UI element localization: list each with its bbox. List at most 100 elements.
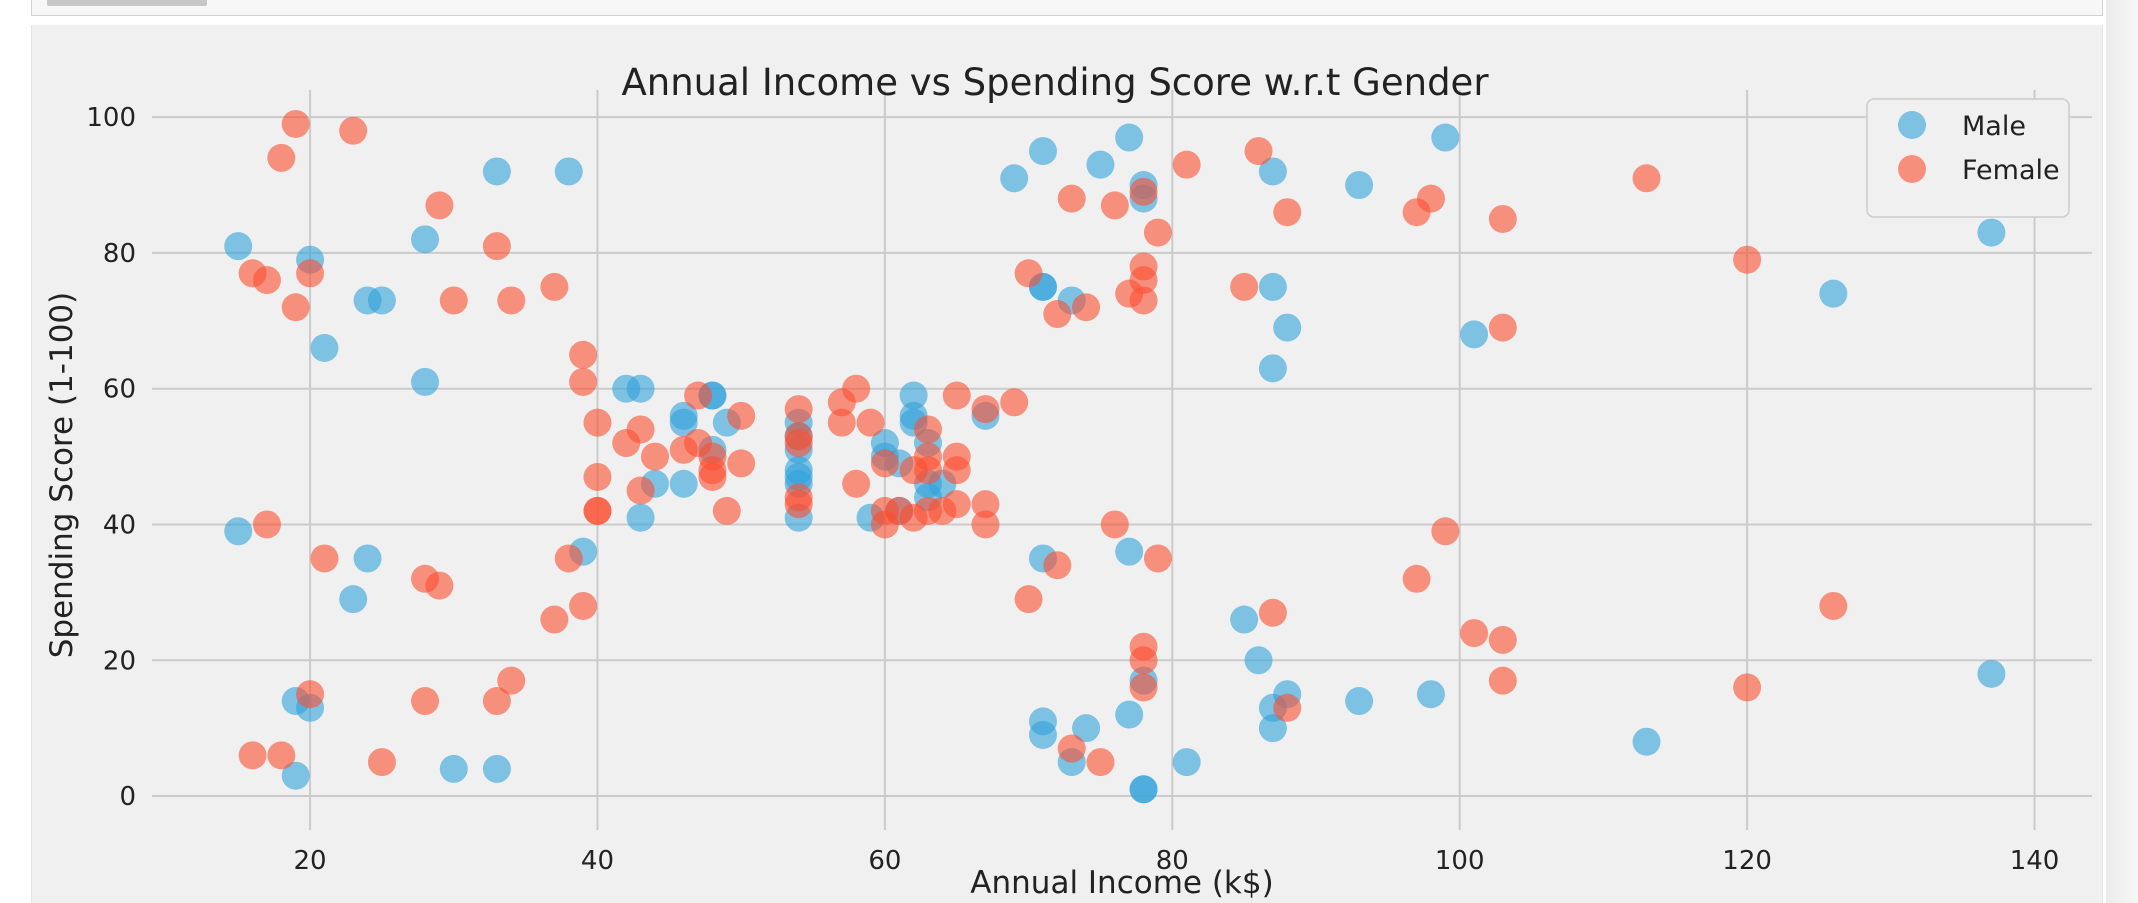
point-male <box>899 381 928 410</box>
point-female <box>1488 625 1517 654</box>
legend[interactable]: Male Female <box>1866 98 2070 218</box>
point-male <box>1129 775 1158 804</box>
y-tick-label: 100 <box>86 103 136 133</box>
point-male <box>353 544 382 573</box>
point-male <box>439 754 468 783</box>
point-male <box>1000 164 1029 193</box>
chart-title: Annual Income vs Spending Score w.r.t Ge… <box>621 61 1489 104</box>
point-female <box>1488 204 1517 233</box>
point-female <box>1273 693 1302 722</box>
point-female <box>238 741 267 770</box>
point-male <box>1977 218 2006 247</box>
point-female <box>252 266 281 295</box>
point-female <box>339 116 368 145</box>
y-tick-label: 60 <box>103 375 136 405</box>
point-male <box>224 232 253 261</box>
point-female <box>727 449 756 478</box>
point-female <box>914 456 942 485</box>
point-male <box>411 367 440 396</box>
point-female <box>583 496 612 525</box>
point-female <box>1172 150 1201 179</box>
point-female <box>1129 286 1158 315</box>
point-female <box>1000 388 1029 417</box>
point-female <box>367 748 396 777</box>
x-tick-label: 60 <box>868 846 901 876</box>
point-female <box>727 401 756 430</box>
point-female <box>411 687 440 716</box>
point-female <box>1014 259 1043 288</box>
point-male <box>310 333 339 362</box>
point-female <box>310 544 339 573</box>
point-female <box>425 191 454 220</box>
point-female <box>971 510 1000 539</box>
x-axis-label: Annual Income (k$) <box>970 865 1273 901</box>
point-female <box>784 483 813 512</box>
point-female <box>1072 293 1101 322</box>
y-tick-labels: 0 20 40 60 80 100 <box>86 103 136 812</box>
point-male <box>1028 137 1057 166</box>
x-tick-label: 100 <box>1435 846 1485 876</box>
point-female <box>1632 164 1661 193</box>
point-female <box>1129 177 1158 206</box>
point-female <box>1488 313 1517 342</box>
scatter-chart: 20 40 60 80 100 120 140 0 20 40 60 80 100 Annual In… <box>32 25 2102 903</box>
previous-cell-stub <box>47 0 207 6</box>
point-female <box>569 367 598 396</box>
point-male <box>626 374 655 403</box>
point-female <box>784 395 813 424</box>
point-male <box>1072 714 1101 743</box>
point-male <box>626 503 655 532</box>
point-male <box>224 517 253 546</box>
point-male <box>1632 727 1661 756</box>
point-female <box>1043 300 1072 329</box>
point-female <box>1143 544 1172 573</box>
point-female <box>296 259 325 288</box>
point-male <box>669 401 698 430</box>
point-female <box>1129 252 1158 281</box>
point-female <box>1230 272 1259 301</box>
point-female <box>712 496 741 525</box>
point-female <box>842 374 871 403</box>
point-female <box>1416 184 1445 213</box>
point-female <box>914 415 942 444</box>
point-female <box>439 286 468 315</box>
point-female <box>569 591 598 620</box>
point-female <box>1014 585 1043 614</box>
point-male <box>1258 272 1287 301</box>
point-female <box>1244 137 1273 166</box>
point-male <box>1977 659 2006 688</box>
point-female <box>971 395 1000 424</box>
point-male <box>339 585 368 614</box>
y-axis-label: Spending Score (1-100) <box>44 292 80 659</box>
right-edge-shadow <box>2106 0 2138 903</box>
legend-male-marker <box>1898 111 1926 139</box>
point-female <box>569 340 598 369</box>
point-male <box>482 754 511 783</box>
point-female <box>942 490 971 519</box>
point-male <box>1431 123 1460 152</box>
point-female <box>684 381 713 410</box>
legend-male-label: Male <box>1962 111 2026 142</box>
x-tick-label: 20 <box>294 846 327 876</box>
y-tick-label: 0 <box>119 782 136 812</box>
series-female-points <box>238 109 1848 777</box>
x-tick-label: 40 <box>581 846 614 876</box>
point-female <box>942 381 971 410</box>
x-tick-label: 120 <box>1722 846 1772 876</box>
point-female <box>626 476 655 505</box>
point-female <box>583 408 612 437</box>
legend-female-label: Female <box>1962 155 2060 186</box>
point-female <box>1057 184 1086 213</box>
point-male <box>1115 700 1144 729</box>
point-female <box>281 109 310 138</box>
x-tick-labels: 20 40 60 80 100 120 140 <box>294 846 2060 876</box>
point-female <box>626 415 655 444</box>
point-male <box>1230 605 1259 634</box>
point-male <box>1345 171 1374 200</box>
point-female <box>296 680 325 709</box>
y-tick-label: 20 <box>103 646 136 676</box>
point-female <box>1100 510 1129 539</box>
point-female <box>698 462 727 491</box>
point-female <box>1057 734 1086 763</box>
point-female <box>482 687 511 716</box>
